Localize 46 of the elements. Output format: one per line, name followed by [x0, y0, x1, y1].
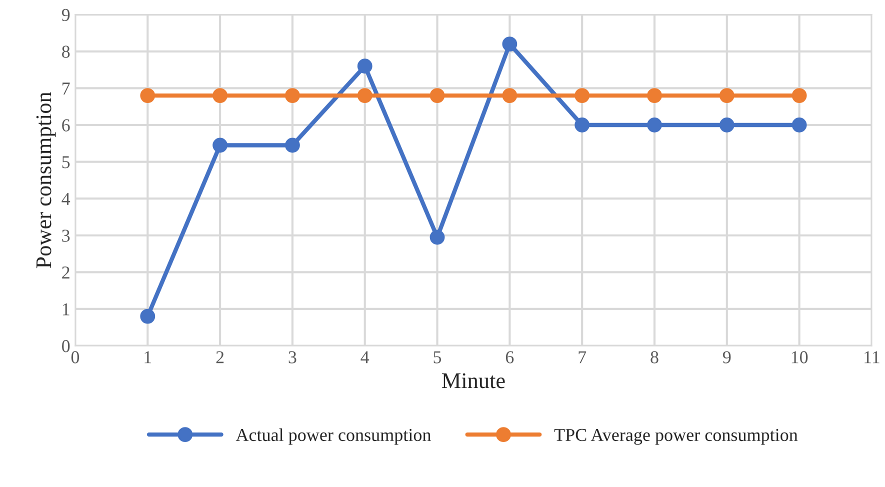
x-tick-label: 9	[722, 351, 731, 364]
point	[792, 118, 807, 132]
y-tick-label: 4	[62, 192, 70, 205]
x-tick-label: 0	[71, 351, 80, 364]
point	[212, 138, 228, 153]
point	[430, 230, 445, 245]
x-tick-label: 2	[216, 351, 224, 364]
point	[719, 88, 734, 104]
y-tick-label: 6	[62, 119, 70, 132]
x-tick-label: 6	[506, 351, 514, 364]
point	[357, 88, 372, 104]
y-tick-label: 2	[62, 266, 70, 278]
y-tick-label: 7	[62, 82, 70, 94]
point	[140, 88, 156, 104]
y-tick-label: 9	[62, 8, 70, 22]
x-tick-label: 7	[578, 351, 586, 364]
point	[140, 308, 156, 324]
point	[430, 88, 445, 104]
y-tick-label: 8	[62, 46, 70, 58]
point	[502, 36, 518, 52]
point	[212, 88, 228, 104]
y-axis-title: Power consumption	[36, 92, 56, 268]
point	[574, 88, 590, 104]
point	[357, 58, 372, 74]
y-tick-label: 5	[62, 156, 70, 168]
y-tick-label: 3	[62, 230, 70, 242]
point	[574, 118, 590, 132]
legend-label: TPC Average power consumption	[554, 428, 798, 445]
x-tick-label: 4	[360, 351, 370, 364]
point	[792, 88, 807, 104]
x-axis-title: Minute	[442, 373, 505, 388]
point	[719, 118, 734, 132]
point	[647, 88, 662, 104]
x-tick-label: 11	[864, 351, 880, 364]
point	[284, 88, 300, 104]
x-tick-label: 5	[434, 351, 442, 364]
x-tick-label: 8	[650, 351, 658, 364]
point	[502, 88, 518, 104]
point	[647, 118, 662, 132]
x-tick-label: 3	[288, 351, 296, 364]
x-tick-label: 10	[792, 351, 808, 364]
x-tick-label: 1	[144, 351, 152, 364]
y-tick-label: 0	[62, 340, 70, 352]
y-tick-label: 1	[62, 303, 70, 316]
legend-label: Actual power consumption	[236, 428, 431, 445]
point	[284, 138, 300, 153]
